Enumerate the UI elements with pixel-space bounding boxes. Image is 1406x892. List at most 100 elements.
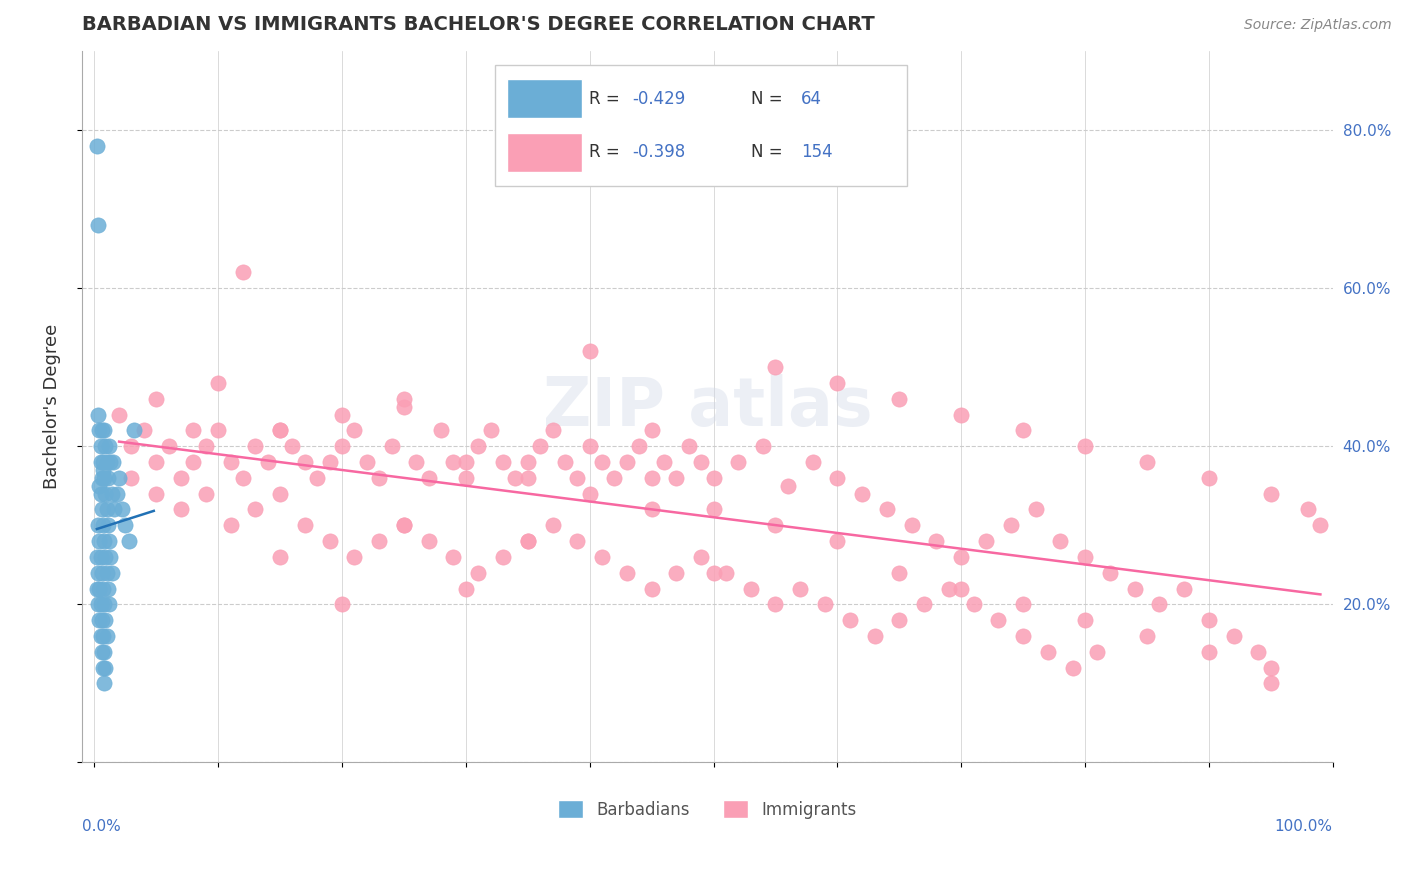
- Point: [368, 534, 391, 549]
- Point: [863, 629, 886, 643]
- Point: [827, 376, 849, 390]
- Point: [90, 613, 112, 627]
- Point: [1062, 660, 1084, 674]
- Point: [454, 582, 477, 596]
- Point: [90, 549, 112, 564]
- Point: [516, 471, 538, 485]
- Point: [876, 502, 898, 516]
- Point: [90, 629, 112, 643]
- Point: [665, 566, 688, 580]
- Point: [105, 486, 128, 500]
- Point: [90, 439, 112, 453]
- Point: [87, 518, 110, 533]
- Point: [591, 455, 613, 469]
- Text: -0.429: -0.429: [633, 90, 686, 108]
- Legend: Barbadians, Immigrants: Barbadians, Immigrants: [551, 794, 863, 825]
- Point: [93, 676, 115, 690]
- Point: [145, 486, 167, 500]
- Point: [1247, 645, 1270, 659]
- Point: [1049, 534, 1071, 549]
- Point: [591, 549, 613, 564]
- Point: [89, 479, 111, 493]
- Text: 0.0%: 0.0%: [82, 820, 121, 834]
- Point: [269, 486, 291, 500]
- Point: [1296, 502, 1319, 516]
- Point: [183, 423, 205, 437]
- Point: [467, 566, 489, 580]
- Point: [98, 597, 121, 611]
- Point: [330, 597, 353, 611]
- Point: [1136, 455, 1159, 469]
- Point: [516, 455, 538, 469]
- Text: R =: R =: [589, 143, 624, 161]
- Point: [454, 455, 477, 469]
- Point: [86, 549, 108, 564]
- Point: [100, 486, 122, 500]
- Point: [330, 408, 353, 422]
- Point: [1198, 613, 1220, 627]
- Point: [94, 486, 117, 500]
- Point: [1074, 549, 1097, 564]
- Point: [529, 439, 551, 453]
- Point: [98, 534, 121, 549]
- Point: [814, 597, 837, 611]
- Point: [516, 534, 538, 549]
- Point: [1198, 471, 1220, 485]
- Point: [170, 502, 193, 516]
- Point: [889, 566, 911, 580]
- Point: [479, 423, 502, 437]
- Point: [380, 439, 402, 453]
- Point: [90, 455, 112, 469]
- Text: ZIP atlas: ZIP atlas: [543, 374, 872, 440]
- Point: [96, 455, 118, 469]
- Point: [950, 408, 973, 422]
- Point: [974, 534, 997, 549]
- Point: [89, 582, 111, 596]
- Point: [405, 455, 427, 469]
- Point: [87, 566, 110, 580]
- Point: [110, 502, 132, 516]
- Point: [281, 439, 304, 453]
- Point: [121, 439, 143, 453]
- Point: [307, 471, 329, 485]
- Point: [603, 471, 626, 485]
- Point: [392, 518, 415, 533]
- Point: [1074, 439, 1097, 453]
- Point: [194, 439, 217, 453]
- Point: [578, 439, 600, 453]
- Point: [96, 629, 118, 643]
- Point: [132, 423, 155, 437]
- Point: [91, 455, 114, 469]
- Point: [100, 549, 122, 564]
- Point: [1000, 518, 1022, 533]
- Point: [1087, 645, 1109, 659]
- Point: [418, 534, 440, 549]
- Point: [91, 582, 114, 596]
- Point: [1260, 486, 1282, 500]
- Point: [86, 582, 108, 596]
- Point: [703, 471, 725, 485]
- Point: [752, 439, 775, 453]
- Point: [1074, 613, 1097, 627]
- Point: [343, 423, 366, 437]
- Point: [740, 582, 762, 596]
- Point: [89, 423, 111, 437]
- Point: [418, 471, 440, 485]
- Point: [90, 597, 112, 611]
- Point: [541, 423, 564, 437]
- Point: [616, 455, 638, 469]
- Point: [1198, 645, 1220, 659]
- Point: [392, 518, 415, 533]
- Point: [219, 455, 242, 469]
- Point: [541, 518, 564, 533]
- Point: [962, 597, 984, 611]
- Point: [343, 549, 366, 564]
- Point: [368, 471, 391, 485]
- Point: [776, 479, 799, 493]
- Point: [492, 549, 515, 564]
- Point: [145, 455, 167, 469]
- Point: [93, 423, 115, 437]
- Point: [101, 455, 124, 469]
- Point: [93, 534, 115, 549]
- Point: [207, 423, 229, 437]
